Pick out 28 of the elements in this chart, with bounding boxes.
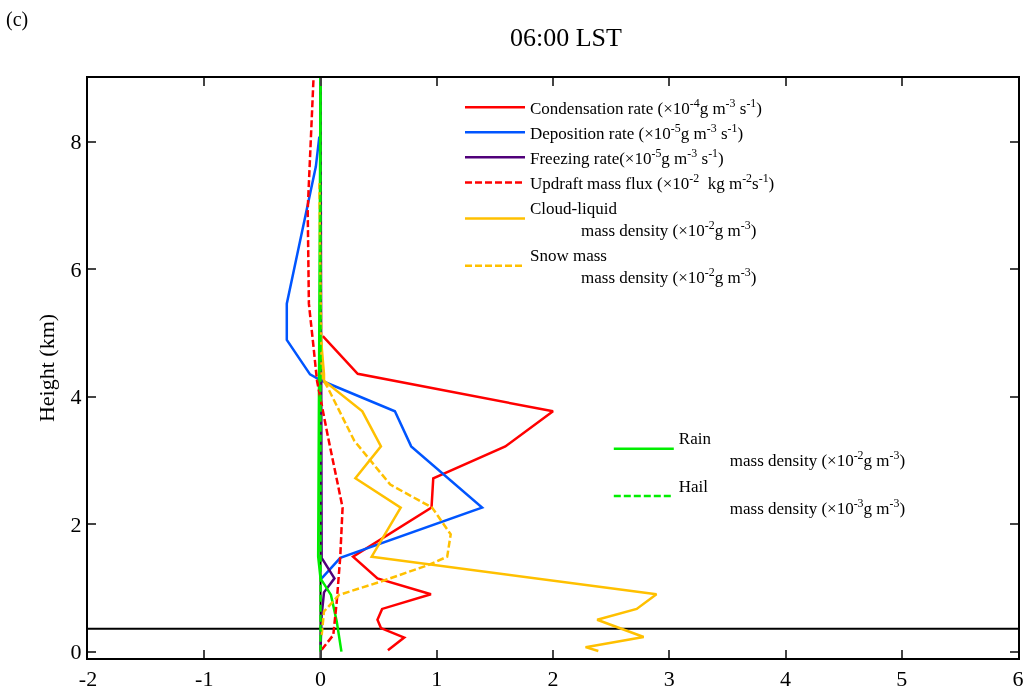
legend-label: Cloud-liquid mass density (×10$^{-2}$g m$^{-3}$) [530, 199, 757, 241]
y-tick-label: 0 [70, 639, 82, 665]
y-tick-label: 2 [70, 511, 82, 537]
legend-label: Deposition rate (×10$^{-5}$g m$^{-3}$ s$^{-1}$) [530, 120, 744, 143]
legend-label: Freezing rate(×10$^{-5}$g m$^{-3}$ s$^{-1}$) [530, 145, 724, 168]
legend-label: Rain mass density (×10$^{-2}$g m$^{-3}$) [678, 429, 906, 471]
text: (c) [6, 8, 29, 31]
x-tick-label: 5 [896, 666, 908, 692]
x-tick-label: 3 [663, 666, 675, 692]
x-tick-label: 1 [431, 666, 443, 692]
y-tick-label: 4 [70, 384, 82, 410]
x-tick-label: 4 [780, 666, 791, 692]
x-tick-label: -2 [78, 666, 98, 692]
text: Hail mass density (×10$^{-3}$g m$^{-3}$) [678, 476, 906, 518]
x-tick-label: -1 [195, 666, 214, 692]
legend-label: Condensation rate (×10$^{-4}$g m$^{-3}$ s$^{-1}$) [530, 95, 762, 118]
x-tick-label: 0 [315, 666, 326, 692]
x-tick-label: 2 [547, 666, 559, 692]
legend-label: Snow mass mass density (×10$^{-2}$g m$^{-3}$) [530, 246, 757, 288]
legend-label: Updraft mass flux (×10$^{-2}$ kg m$^{-2}$s$^{-1}$) [530, 170, 775, 194]
y-tick-label: 8 [70, 129, 82, 155]
y-axis-title: Height (km) [33, 313, 59, 423]
chart-title: 06:00 LST [509, 23, 623, 53]
y-tick-label: 6 [70, 256, 82, 282]
line-series [321, 334, 555, 652]
x-tick-label: 6 [1012, 666, 1024, 692]
line-series [306, 78, 344, 651]
line-series [285, 135, 484, 580]
